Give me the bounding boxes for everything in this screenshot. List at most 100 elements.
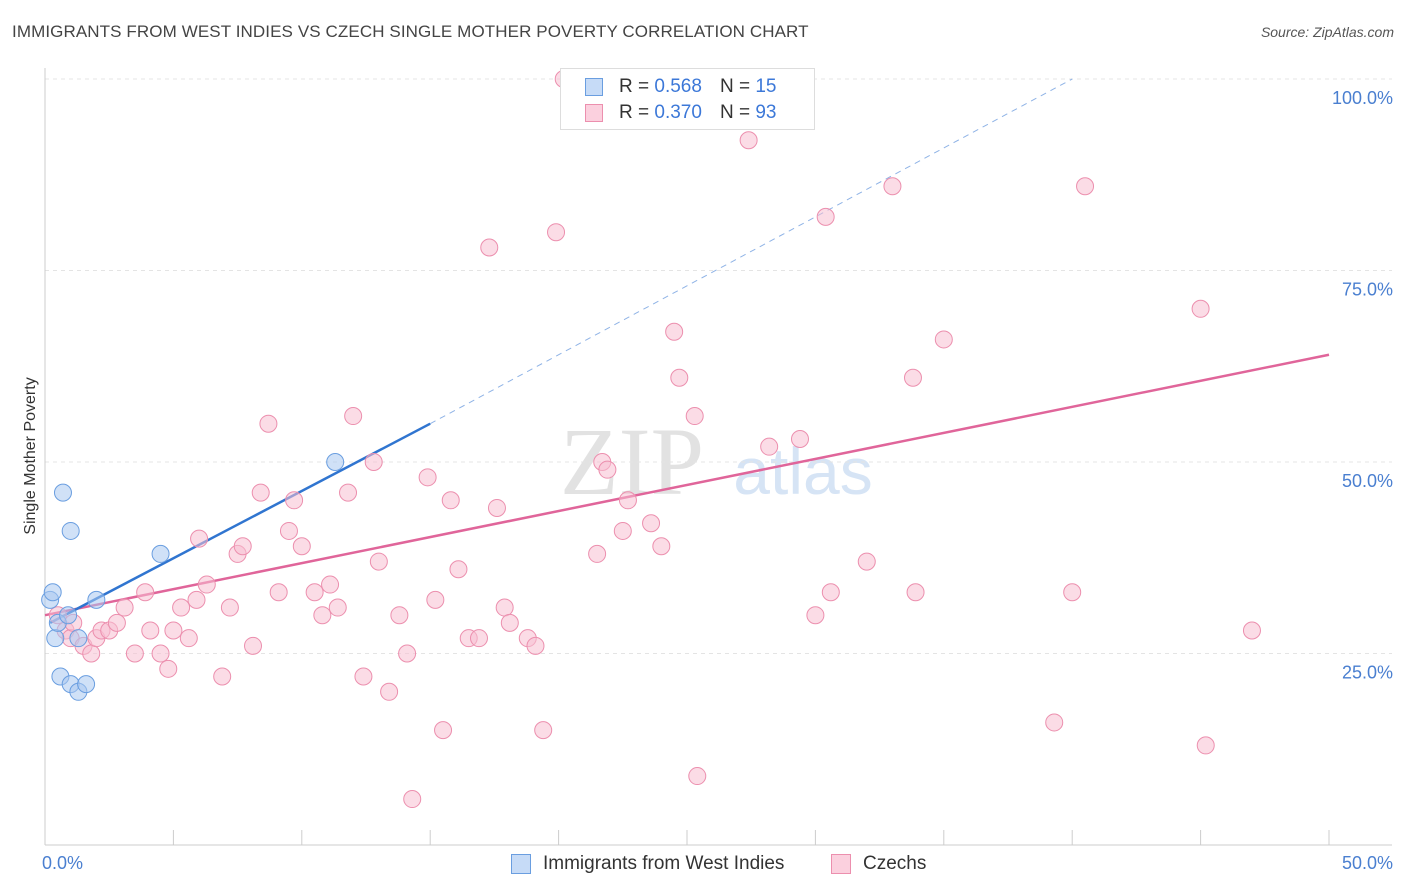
stats-legend: R = 0.568 N = 15 R = 0.370 N = 93 — [560, 68, 815, 130]
czechs-legend-swatch — [831, 854, 851, 874]
point-czechs — [526, 636, 545, 655]
point-czechs — [233, 537, 252, 556]
point-czechs — [1063, 583, 1082, 602]
point-west-indies — [53, 483, 72, 502]
r-label: R = — [619, 102, 650, 123]
point-czechs — [115, 598, 134, 617]
point-west-indies — [69, 629, 88, 648]
point-czechs — [665, 322, 684, 341]
point-czechs — [244, 636, 263, 655]
stats-row-czechs: R = 0.370 N = 93 — [585, 101, 776, 125]
point-czechs — [903, 368, 922, 387]
r-value-czechs: 0.370 — [654, 102, 702, 123]
point-czechs — [107, 613, 126, 632]
point-czechs — [403, 790, 422, 809]
source-label: Source: ZipAtlas.com — [1260, 24, 1394, 40]
n-value-west-indies: 15 — [755, 76, 777, 97]
point-czechs — [469, 629, 488, 648]
point-czechs — [418, 468, 437, 487]
point-west-indies — [326, 453, 345, 471]
point-czechs — [344, 407, 363, 426]
point-czechs — [179, 629, 198, 648]
data-points — [41, 70, 1261, 809]
point-czechs — [213, 667, 232, 686]
point-czechs — [159, 659, 178, 678]
point-czechs — [426, 590, 445, 609]
point-czechs — [136, 583, 155, 602]
r-label: R = — [619, 76, 650, 97]
point-czechs — [598, 460, 617, 479]
point-czechs — [369, 552, 388, 571]
point-czechs — [398, 644, 417, 663]
x-tick-label-min: 0.0% — [42, 853, 83, 873]
n-value-czechs: 93 — [755, 102, 777, 123]
gridlines — [45, 78, 1392, 654]
point-czechs — [588, 544, 607, 563]
chart-title: IMMIGRANTS FROM WEST INDIES VS CZECH SIN… — [12, 22, 809, 41]
point-czechs — [816, 207, 835, 226]
point-czechs — [434, 721, 453, 740]
point-czechs — [821, 583, 840, 602]
point-czechs — [82, 644, 101, 663]
legend-item-west-indies[interactable]: Immigrants from West Indies — [511, 852, 784, 876]
point-czechs — [187, 590, 206, 609]
point-czechs — [279, 521, 298, 540]
point-czechs — [259, 414, 278, 433]
point-czechs — [285, 491, 304, 510]
point-czechs — [760, 437, 779, 456]
point-czechs — [480, 238, 499, 257]
point-czechs — [449, 560, 468, 579]
point-czechs — [670, 368, 689, 387]
point-czechs — [806, 606, 825, 625]
y-tick-labels: 25.0% 50.0% 75.0% 100.0% — [1332, 88, 1393, 683]
point-czechs — [380, 682, 399, 701]
point-czechs — [125, 644, 144, 663]
n-label: N = — [719, 76, 751, 97]
point-czechs — [547, 223, 566, 242]
point-czechs — [251, 483, 270, 502]
point-czechs — [339, 483, 358, 502]
point-czechs — [739, 131, 758, 150]
point-czechs — [164, 621, 183, 640]
point-czechs — [1191, 299, 1210, 318]
point-czechs — [883, 177, 902, 196]
point-czechs — [487, 498, 506, 517]
point-czechs — [220, 598, 239, 617]
point-czechs — [1196, 736, 1215, 755]
stats-row-west-indies: R = 0.568 N = 15 — [585, 75, 776, 99]
west-indies-swatch — [585, 78, 603, 96]
czechs-swatch — [585, 104, 603, 122]
legend-item-czechs[interactable]: Czechs — [831, 852, 926, 876]
x-ticks — [172, 830, 1330, 845]
point-czechs — [292, 537, 311, 556]
czechs-legend-label: Czechs — [863, 853, 927, 874]
point-czechs — [934, 330, 953, 349]
point-czechs — [328, 598, 347, 617]
r-value-west-indies: 0.568 — [654, 76, 702, 97]
point-czechs — [1076, 177, 1095, 196]
point-czechs — [906, 583, 925, 602]
point-czechs — [151, 644, 170, 663]
point-czechs — [1242, 621, 1261, 640]
axes — [44, 68, 1392, 846]
point-czechs — [642, 514, 661, 533]
point-czechs — [354, 667, 373, 686]
point-czechs — [534, 721, 553, 740]
point-czechs — [1045, 713, 1064, 732]
point-west-indies — [43, 583, 62, 602]
point-czechs — [364, 453, 383, 471]
trend-czechs — [44, 353, 1330, 617]
y-axis-title: Single Mother Poverty — [22, 377, 39, 534]
point-czechs — [269, 583, 288, 602]
point-west-indies — [46, 629, 65, 648]
west-indies-legend-label: Immigrants from West Indies — [543, 853, 785, 874]
point-czechs — [790, 430, 809, 449]
point-west-indies — [77, 675, 96, 694]
point-czechs — [500, 613, 519, 632]
y-tick-label-25: 25.0% — [1342, 663, 1393, 683]
point-czechs — [141, 621, 160, 640]
point-czechs — [197, 575, 216, 594]
point-czechs — [652, 537, 671, 556]
point-czechs — [313, 606, 332, 625]
